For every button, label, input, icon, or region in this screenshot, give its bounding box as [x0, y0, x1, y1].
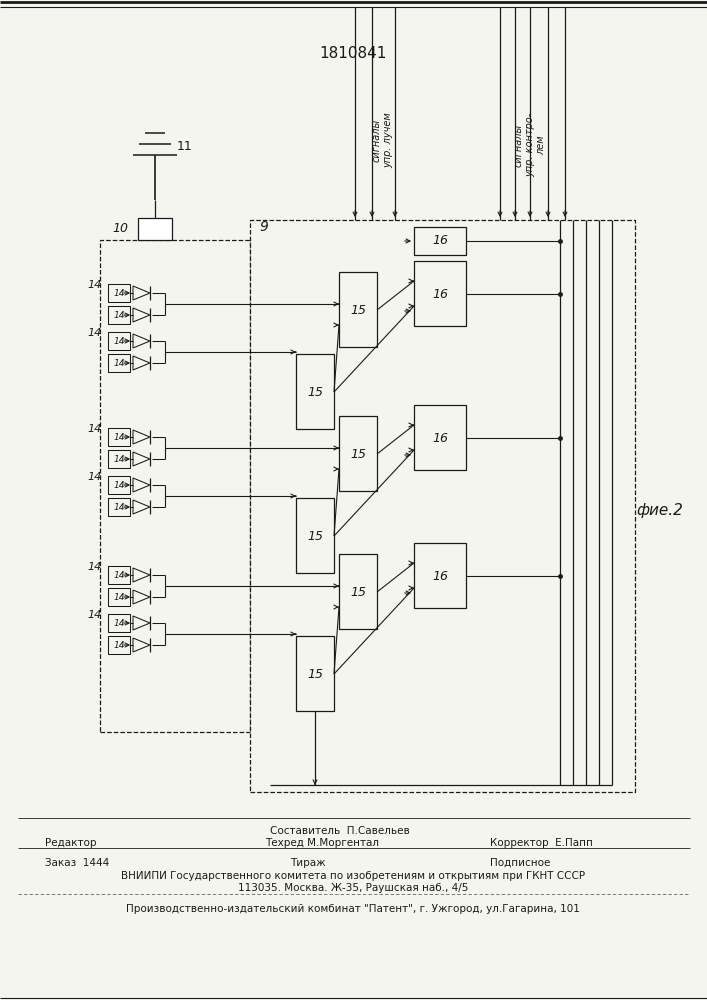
- Bar: [108, 476, 130, 494]
- Bar: [108, 428, 130, 446]
- Polygon shape: [133, 334, 150, 348]
- Polygon shape: [133, 590, 150, 604]
- Polygon shape: [133, 286, 150, 300]
- Text: 16: 16: [432, 288, 448, 300]
- Bar: [108, 498, 130, 516]
- Polygon shape: [133, 308, 150, 322]
- Text: Техред М.Моргентал: Техред М.Моргентал: [265, 838, 379, 848]
- Bar: [108, 566, 130, 584]
- Text: Заказ  1444: Заказ 1444: [45, 858, 110, 868]
- Bar: [100, 240, 250, 732]
- Bar: [296, 498, 334, 573]
- Text: 14: 14: [88, 328, 102, 338]
- Bar: [108, 636, 130, 654]
- Polygon shape: [133, 616, 150, 630]
- Text: 15: 15: [350, 448, 366, 460]
- Bar: [414, 261, 466, 326]
- Bar: [138, 218, 172, 240]
- Text: 14: 14: [113, 454, 124, 464]
- Text: 14: 14: [113, 592, 124, 601]
- Text: 9: 9: [259, 220, 269, 234]
- Text: 10: 10: [112, 223, 128, 235]
- Text: Производственно-издательский комбинат "Патент", г. Ужгород, ул.Гагарина, 101: Производственно-издательский комбинат "П…: [126, 904, 580, 914]
- Polygon shape: [133, 356, 150, 370]
- Bar: [414, 227, 466, 255]
- Polygon shape: [133, 500, 150, 514]
- Text: 16: 16: [432, 570, 448, 582]
- Text: 14: 14: [88, 424, 102, 434]
- Text: сигналы
упр. контро-
лем: сигналы упр. контро- лем: [513, 113, 547, 177]
- Text: 15: 15: [307, 530, 323, 542]
- Text: Тираж: Тираж: [290, 858, 326, 868]
- Bar: [108, 306, 130, 324]
- Polygon shape: [133, 452, 150, 466]
- Bar: [339, 272, 377, 347]
- Text: Корректор  Е.Папп: Корректор Е.Папп: [490, 838, 593, 848]
- Text: 14: 14: [88, 610, 102, 620]
- Text: 14: 14: [113, 481, 124, 489]
- Bar: [108, 354, 130, 372]
- Bar: [296, 354, 334, 429]
- Polygon shape: [133, 430, 150, 444]
- Text: 14: 14: [88, 562, 102, 572]
- Text: 11: 11: [177, 139, 193, 152]
- Text: 14: 14: [113, 502, 124, 512]
- Bar: [108, 614, 130, 632]
- Bar: [296, 636, 334, 711]
- Text: 14: 14: [88, 280, 102, 290]
- Text: 14: 14: [113, 570, 124, 580]
- Text: 15: 15: [350, 304, 366, 316]
- Bar: [250, 220, 635, 792]
- Text: ВНИИПИ Государственного комитета по изобретениям и открытиям при ГКНТ СССР: ВНИИПИ Государственного комитета по изоб…: [121, 871, 585, 881]
- Polygon shape: [133, 638, 150, 652]
- Bar: [108, 450, 130, 468]
- Text: 14: 14: [113, 432, 124, 442]
- Text: 1810841: 1810841: [320, 45, 387, 60]
- Polygon shape: [133, 568, 150, 582]
- Text: Составитель  П.Савельев: Составитель П.Савельев: [270, 826, 410, 836]
- Text: 14: 14: [113, 618, 124, 628]
- Text: 16: 16: [432, 234, 448, 247]
- Bar: [339, 554, 377, 629]
- Bar: [108, 332, 130, 350]
- Text: 14: 14: [88, 472, 102, 482]
- Bar: [108, 284, 130, 302]
- Text: фие.2: фие.2: [636, 502, 684, 518]
- Text: 14: 14: [113, 641, 124, 650]
- Bar: [414, 543, 466, 608]
- Text: Подписное: Подписное: [490, 858, 550, 868]
- Bar: [339, 416, 377, 491]
- Text: 15: 15: [307, 668, 323, 680]
- Text: 14: 14: [113, 359, 124, 367]
- Text: 14: 14: [113, 336, 124, 346]
- Bar: [108, 588, 130, 606]
- Text: 14: 14: [113, 310, 124, 320]
- Bar: [414, 405, 466, 470]
- Text: 14: 14: [113, 288, 124, 298]
- Text: 15: 15: [307, 385, 323, 398]
- Polygon shape: [133, 478, 150, 492]
- Text: 16: 16: [432, 432, 448, 444]
- Text: Редактор: Редактор: [45, 838, 96, 848]
- Text: сигналы
упр. лучем: сигналы упр. лучем: [371, 112, 393, 168]
- Text: 113035. Москва. Ж-35, Раушская наб., 4/5: 113035. Москва. Ж-35, Раушская наб., 4/5: [238, 883, 468, 893]
- Text: 15: 15: [350, 585, 366, 598]
